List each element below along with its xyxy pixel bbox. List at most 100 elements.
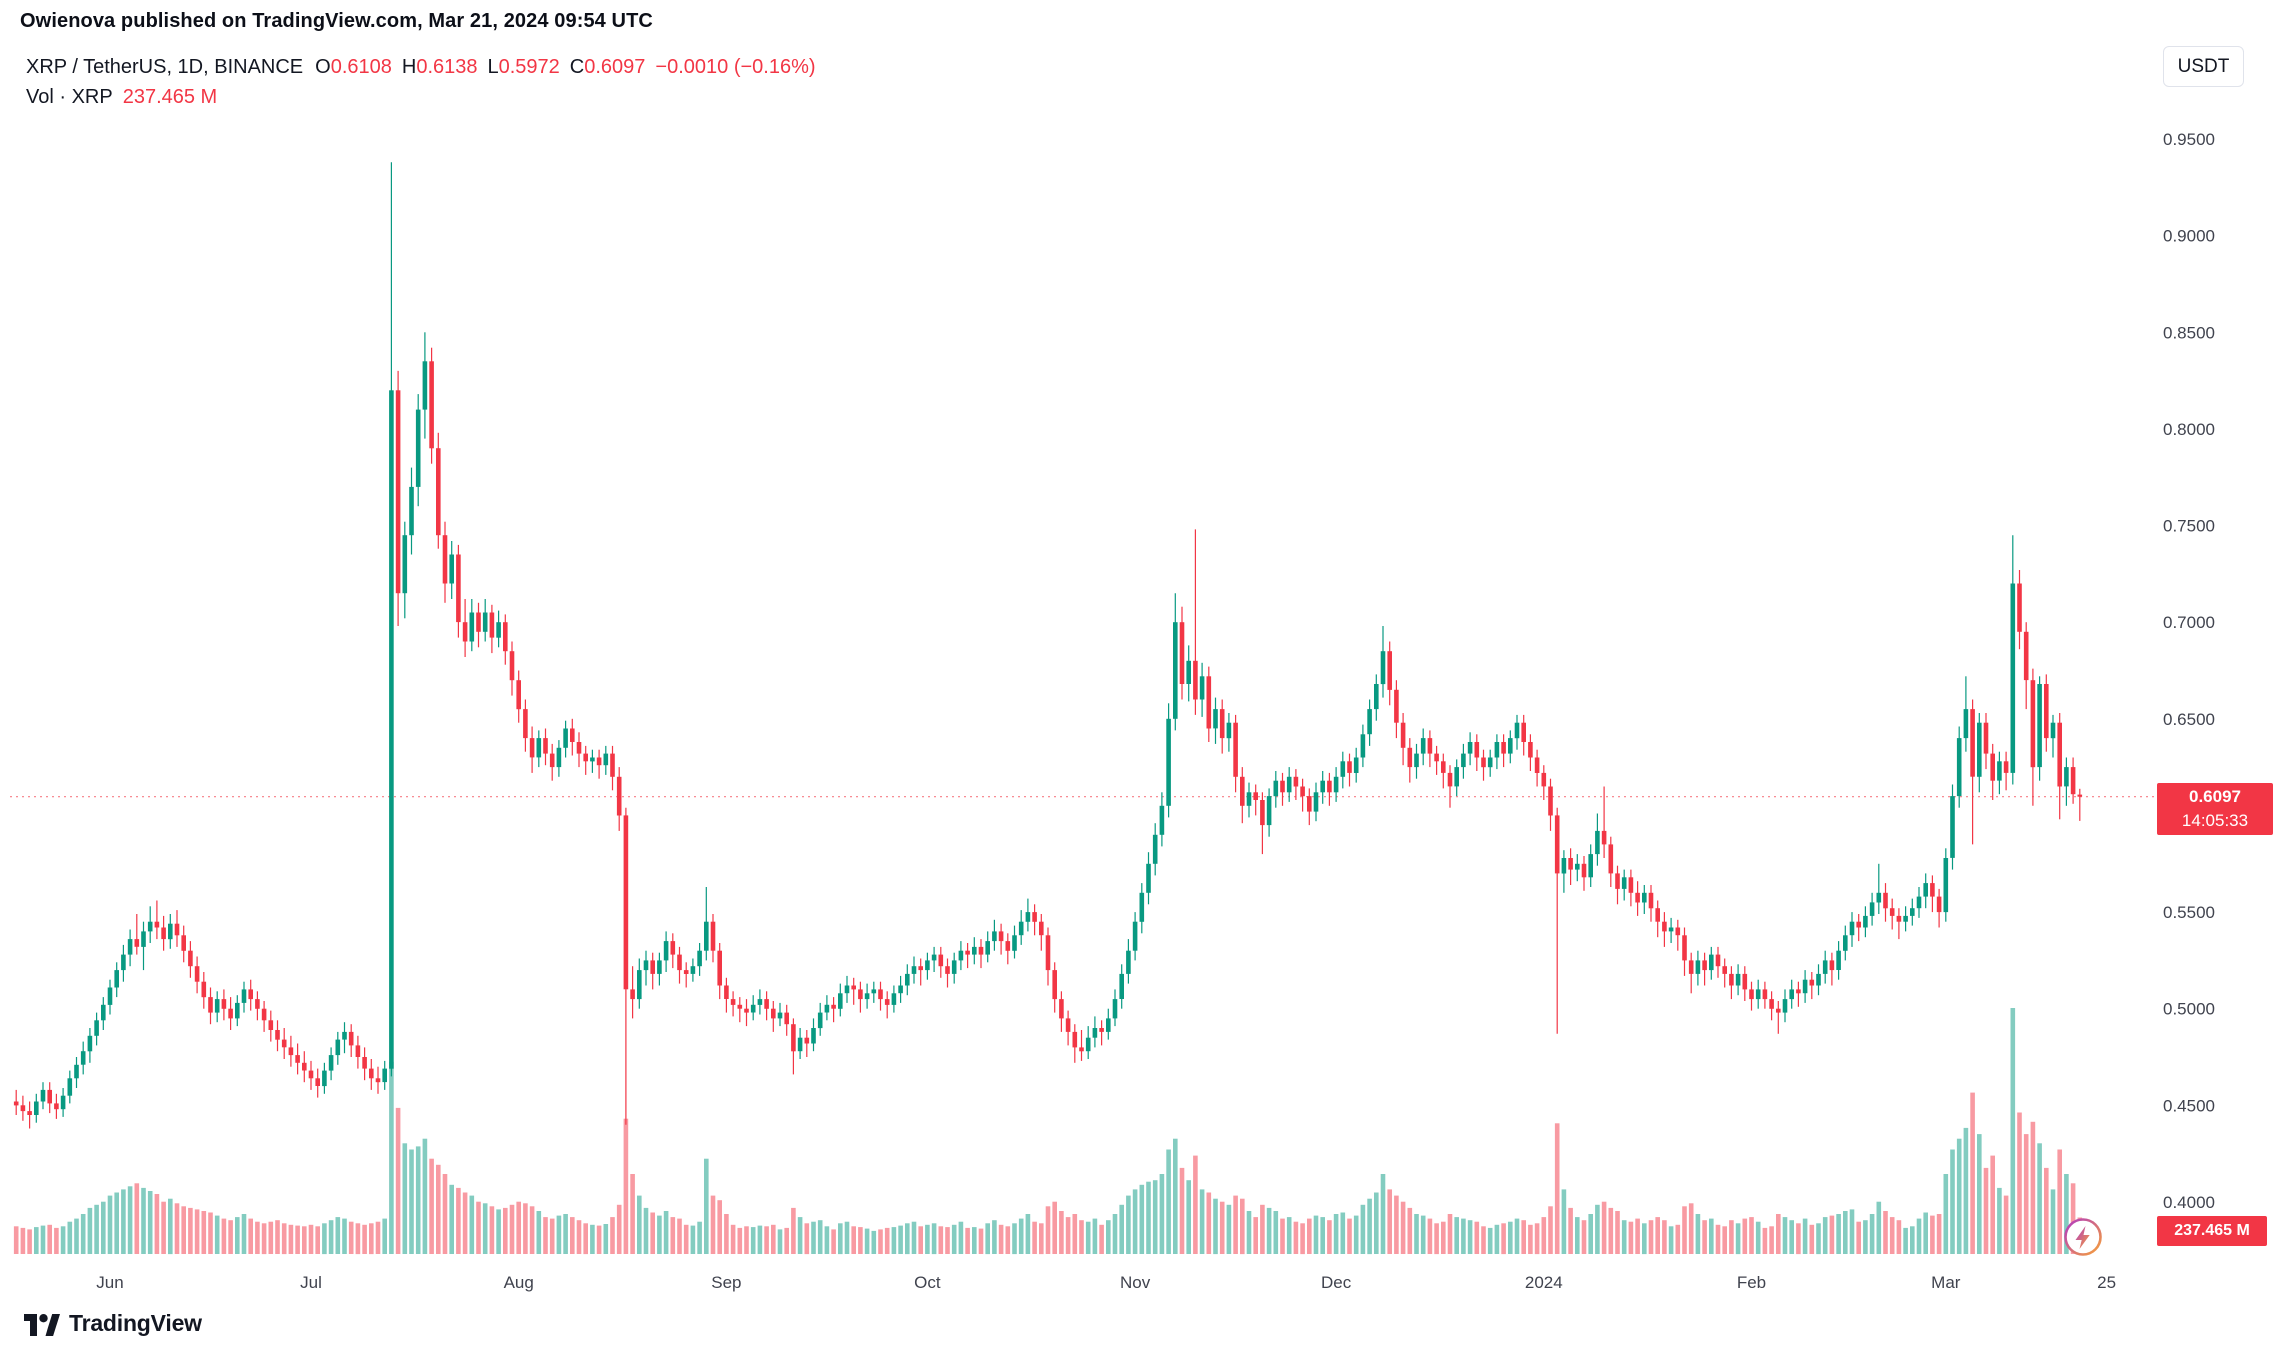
candle-body — [34, 1101, 39, 1115]
candle-body — [1648, 892, 1654, 909]
candle-body — [1581, 863, 1587, 878]
candle-body — [1387, 651, 1392, 690]
volume-bar — [509, 1204, 515, 1254]
volume-bar — [328, 1220, 334, 1254]
candle-body — [1474, 742, 1480, 758]
candle-body — [1166, 718, 1171, 806]
volume-bar — [1776, 1214, 1781, 1254]
volume-bar — [1072, 1214, 1078, 1254]
last-price-value: 0.6097 — [2189, 786, 2241, 806]
candle-body — [791, 1024, 796, 1052]
boost-lightning-icon[interactable] — [2062, 1216, 2104, 1258]
volume-bar — [1461, 1218, 1466, 1254]
candle-body — [127, 939, 133, 955]
volume-bar — [1454, 1217, 1459, 1254]
volume-bar — [657, 1215, 662, 1254]
volume-bar — [610, 1217, 615, 1254]
candle-body — [161, 927, 166, 940]
candle-body — [509, 651, 515, 681]
chart-legend: XRP / TetherUS, 1D, BINANCE O0.6108 H0.6… — [26, 52, 816, 112]
candle-body — [1253, 792, 1258, 800]
volume-bar — [1307, 1218, 1312, 1254]
candle-body — [804, 1037, 810, 1044]
volume-bar — [1709, 1218, 1714, 1254]
volume-bar — [1099, 1224, 1104, 1254]
volume-bar — [851, 1226, 856, 1254]
candle-body — [395, 390, 401, 594]
volume-bar — [235, 1217, 240, 1254]
volume-bar — [1662, 1220, 1667, 1254]
candle-body — [40, 1089, 46, 1102]
candle-body — [2030, 680, 2036, 768]
candle-body — [1883, 892, 1888, 909]
symbol-title[interactable]: XRP / TetherUS, 1D, BINANCE — [26, 55, 304, 78]
volume-bar — [194, 1209, 200, 1254]
volume-bar — [750, 1227, 756, 1254]
volume-bar — [1916, 1218, 1922, 1254]
volume-bar — [469, 1195, 475, 1254]
volume-bar — [945, 1227, 950, 1254]
volume-bar — [1769, 1226, 1774, 1254]
volume-bar — [1956, 1138, 1962, 1254]
tradingview-wordmark[interactable]: TradingView — [69, 1310, 202, 1336]
candle-body — [884, 999, 890, 1005]
volume-bar — [951, 1224, 957, 1254]
candle-body — [1809, 979, 1815, 986]
volume-bar — [1668, 1226, 1674, 1254]
candle-body — [1219, 709, 1225, 739]
volume-bar — [395, 1107, 401, 1254]
candle-body — [302, 1062, 307, 1071]
volume-bar — [1541, 1217, 1547, 1254]
candle-body — [1802, 979, 1808, 994]
volume-label[interactable]: Vol · XRP — [26, 85, 113, 108]
volume-bar — [442, 1174, 448, 1254]
candle-body — [1662, 921, 1667, 932]
volume-bar — [1059, 1211, 1064, 1254]
candle-body — [1420, 738, 1426, 754]
volume-bar — [188, 1207, 193, 1254]
candle-body — [1561, 858, 1567, 874]
candle-body — [60, 1095, 66, 1110]
candle-body — [603, 753, 609, 766]
volume-bar — [54, 1227, 59, 1254]
candle-body — [1843, 935, 1848, 951]
candle-body — [1099, 1028, 1104, 1032]
volume-bar — [1186, 1180, 1191, 1254]
volume-bar — [817, 1220, 823, 1254]
candle-body — [2037, 684, 2042, 768]
volume-bar — [1528, 1224, 1533, 1254]
currency-button[interactable]: USDT — [2163, 46, 2244, 87]
candle-body — [978, 946, 984, 955]
volume-bar — [1997, 1187, 2002, 1254]
volume-bar — [670, 1217, 676, 1254]
volume-bar — [60, 1226, 66, 1254]
volume-bar — [797, 1217, 803, 1254]
candle-body — [704, 921, 709, 951]
candle-body — [348, 1031, 354, 1046]
candle-body — [1608, 844, 1614, 874]
candle-body — [616, 776, 622, 816]
candle-body — [382, 1068, 387, 1083]
volume-bar — [1910, 1226, 1915, 1254]
candle-body — [1983, 722, 1989, 754]
tradingview-logo-icon[interactable] — [24, 1311, 60, 1337]
candle-body — [2057, 722, 2062, 787]
candle-body — [295, 1055, 300, 1063]
candle-body — [1085, 1037, 1091, 1052]
volume-bar — [2023, 1134, 2029, 1254]
volume-bar — [576, 1220, 582, 1254]
volume-bar — [878, 1229, 883, 1254]
volume-bar — [516, 1201, 521, 1254]
candle-body — [945, 966, 950, 974]
candle-body — [583, 753, 588, 762]
candle-body — [972, 946, 977, 955]
volume-bar — [482, 1203, 488, 1254]
volume-bar — [1715, 1224, 1721, 1254]
candle-body — [335, 1039, 341, 1056]
candle-body — [1688, 960, 1694, 974]
volume-bar — [1273, 1211, 1279, 1254]
candle-body — [1327, 780, 1332, 793]
volume-bar — [1621, 1220, 1627, 1254]
candle-body — [1615, 873, 1620, 889]
